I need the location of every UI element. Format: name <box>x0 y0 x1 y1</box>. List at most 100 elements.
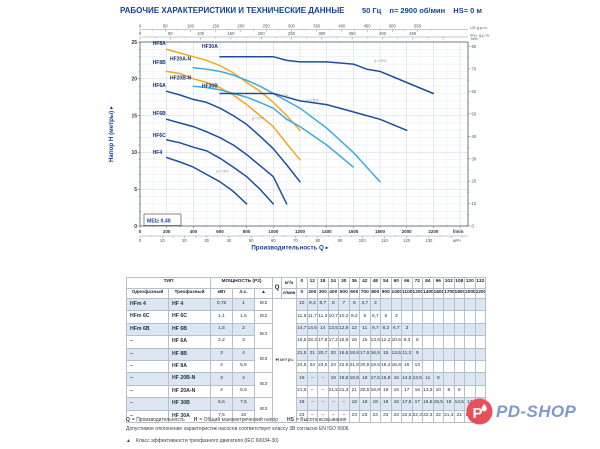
ie-class-value: IE3 <box>254 397 274 423</box>
lmin-tick-label: 800 <box>243 229 251 234</box>
head-value <box>422 359 434 374</box>
power-kw: 1,1 <box>210 310 234 324</box>
head-value: 6,7 <box>369 310 382 324</box>
three-phase-model: HF 4 <box>167 297 212 312</box>
q-m3h-value: 108 <box>453 277 466 289</box>
feet-tick-label: 70 <box>472 67 477 72</box>
mei-badge: MEI≥ 0,40 <box>143 213 182 226</box>
head-value <box>443 372 455 386</box>
curve-label-HF6A: HF6A <box>153 83 166 89</box>
head-value: 9 <box>411 347 424 361</box>
m3h-tick-label: 100 <box>359 238 367 243</box>
single-phase-model: HFm 6B <box>126 322 169 337</box>
head-value <box>474 359 487 374</box>
q-m3h-value: 18 <box>317 277 329 289</box>
head-value: 8 <box>327 297 340 312</box>
imp-gpm-tick-label: 250 <box>288 31 296 36</box>
head-value: 9,7 <box>369 322 382 337</box>
q-lmin-value: 0 <box>296 287 308 299</box>
head-value: 18,3 <box>306 335 319 349</box>
head-value <box>432 310 445 324</box>
curve-HF6A <box>165 90 301 183</box>
head-value: – <box>317 384 329 399</box>
q-m3h-value: 42 <box>359 277 371 289</box>
head-value: 8 <box>359 310 371 324</box>
droplet-icon <box>481 403 487 412</box>
head-value: 3 <box>390 310 403 324</box>
head-value: 15 <box>443 397 455 411</box>
q-lmin-value: 1100 <box>401 287 413 299</box>
m3h-tick-label: 10 <box>160 238 165 243</box>
head-value <box>401 297 413 312</box>
q-m3h-value: 48 <box>369 277 382 289</box>
head-value: 18,8 <box>348 347 361 361</box>
head-value: 19 <box>380 384 392 399</box>
head-value: 16,8 <box>338 335 350 349</box>
single-phase-model: HFm 6C <box>126 310 169 324</box>
single-phase-model: – <box>126 397 169 411</box>
curve-label-HF30A: HF30A <box>202 44 218 50</box>
plot-border <box>139 41 469 227</box>
lmin-tick-label: 1800 <box>375 229 386 234</box>
us-gpm-unit: US g.p.m. <box>470 25 488 30</box>
table-row-HF-8B: – HF 8B 3 4 IE3 21,5 21 20,7 20 19,5 18,8 17,8 16,5 1… <box>126 347 487 374</box>
head-value: 17,8 <box>359 347 371 361</box>
m3h-tick-label: 40 <box>227 238 232 243</box>
three-phase-model: HF 30B <box>167 397 212 411</box>
col-three-phase: Трехфазный <box>167 287 212 299</box>
head-value: 13,5 <box>411 372 424 386</box>
q-unit-m3h: м³/ч <box>281 277 298 289</box>
head-value: 21,5 <box>296 384 308 399</box>
curve-HF20B-N <box>192 85 355 168</box>
power-kw: 4 <box>210 384 234 399</box>
efficiency-label: η=77% <box>252 115 265 120</box>
q-m3h-value: 72 <box>411 277 424 289</box>
feet-tick-label: 20 <box>472 179 477 184</box>
head-value: 18,5 <box>348 372 361 386</box>
head-value: – <box>338 397 350 411</box>
us-gpm-tick-label: 100 <box>187 24 195 29</box>
head-value: 24 <box>306 359 319 374</box>
q-lmin-value: 200 <box>306 287 319 299</box>
head-value: 17 <box>411 397 424 411</box>
curve-label-HF6B: HF6B <box>153 111 166 117</box>
q-lmin-value: 300 <box>317 287 329 299</box>
curve-HF6C <box>165 139 275 205</box>
single-phase-model: – <box>126 359 169 374</box>
us-gpm-tick-label: 200 <box>237 24 245 29</box>
head-value <box>422 335 434 349</box>
m3h-tick-label: 50 <box>249 238 254 243</box>
q-lmin-value: 800 <box>369 287 382 299</box>
feet-axis: feet 0 10 20 30 40 50 60 70 80 <box>468 36 479 229</box>
head-value <box>474 310 487 324</box>
head-value: 17 <box>401 384 413 399</box>
power-kw: 3 <box>210 372 234 386</box>
lmin-axis: 0 200 400 600 800 1000 1200 1400 1600 1800 2000 220… <box>139 226 464 234</box>
head-value <box>432 335 445 349</box>
head-value: – <box>306 397 319 411</box>
q-m3h-value: 102 <box>443 277 455 289</box>
head-value: 10,5 <box>390 335 403 349</box>
head-value: 10 <box>296 297 308 312</box>
legend-item: H = Общий манометрический напор <box>193 417 279 423</box>
head-value: 19,5 <box>338 347 350 361</box>
ie-class-value: IE2 <box>254 310 274 324</box>
head-value: – <box>327 397 340 411</box>
m3h-tick-label: 90 <box>338 238 343 243</box>
m3h-tick-label: 80 <box>315 238 320 243</box>
table-row-HF-30B: – HF 30B 5,5 7,5 IE3 18– – – –18 18 18 18 18 17,5 17 16… <box>126 397 487 423</box>
lmin-tick-label: 0 <box>139 229 142 234</box>
head-value: 13,3 <box>422 384 434 399</box>
power-kw: 5,5 <box>210 397 234 411</box>
head-value <box>411 322 424 337</box>
head-value: 6 <box>453 384 466 399</box>
power-hp: 7,5 <box>232 397 256 411</box>
q-lmin-value: 600 <box>348 287 361 299</box>
efficiency-label: η=78% <box>306 98 319 103</box>
head-value: 21,5 <box>296 347 308 361</box>
curve-HF30B <box>219 92 408 132</box>
feet-tick-label: 40 <box>472 134 477 139</box>
q-m3h-value: 96 <box>432 277 445 289</box>
head-value <box>464 310 476 324</box>
q-lmin-value: 2000 <box>464 287 476 299</box>
